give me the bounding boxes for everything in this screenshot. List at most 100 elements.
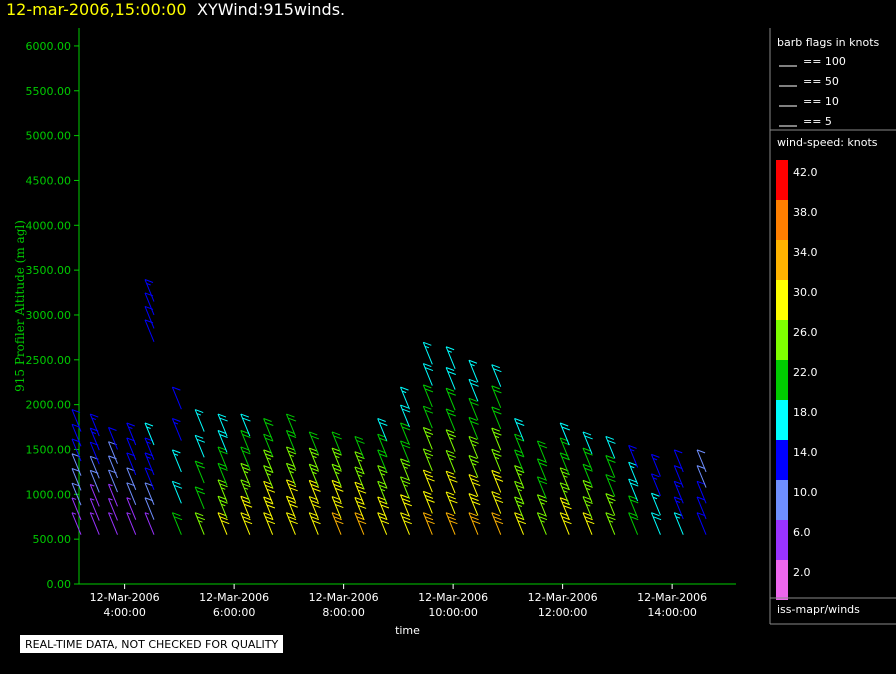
wind-barb: [400, 404, 411, 428]
y-tick-label: 500.00: [33, 533, 72, 546]
barb-flag-5: [357, 459, 363, 462]
barb-flag-10: [586, 520, 595, 525]
barb-flag-10: [561, 426, 570, 431]
barb-flag-10: [356, 516, 365, 521]
barb-flag-10: [401, 516, 411, 521]
barb-staff: [559, 467, 570, 491]
barb-staff: [217, 479, 228, 502]
barb-flag-10: [491, 385, 500, 390]
barb-flag-10: [605, 455, 614, 459]
barb-staff: [71, 424, 82, 447]
barb-flag-10: [468, 474, 478, 479]
barb-flag-10: [242, 417, 251, 422]
barb-flag-10: [333, 516, 342, 521]
speed-legend-label: 10.0: [793, 486, 818, 499]
wind-barb: [217, 495, 228, 519]
barb-staff: [468, 474, 479, 497]
wind-barb: [263, 496, 276, 520]
speed-legend-swatch: [776, 440, 788, 480]
y-tick-label: 1500.00: [26, 443, 72, 456]
wind-barb: [422, 384, 434, 408]
barb-flag-5: [128, 426, 133, 429]
barb-staff: [468, 379, 479, 402]
barb-flag-10: [377, 465, 386, 470]
barb-flag-10: [263, 480, 272, 485]
wind-barb: [468, 416, 479, 440]
wind-barb: [400, 494, 412, 517]
speed-legend-label: 30.0: [793, 286, 818, 299]
barb-flag-5: [90, 498, 95, 501]
wind-barb: [377, 418, 388, 441]
wind-barb: [377, 433, 388, 457]
wind-barb: [491, 448, 502, 472]
barb-staff: [354, 481, 365, 505]
barb-flag-5: [243, 487, 249, 490]
wind-barb: [582, 447, 593, 471]
barb-flag-10: [423, 341, 432, 346]
barb-flag-10: [331, 447, 341, 452]
wind-barb: [217, 446, 228, 470]
barb-flag-5: [472, 443, 477, 447]
barb-staff: [605, 474, 616, 497]
wind-barb: [308, 479, 321, 503]
barb-staff: [422, 427, 433, 450]
wind-barb: [628, 512, 639, 535]
wind-barb: [628, 495, 639, 519]
barb-flag-10: [240, 446, 249, 451]
barb-staff: [445, 471, 456, 494]
barb-staff: [605, 493, 616, 516]
barb-flag-5: [335, 471, 340, 475]
barb-flag-10: [472, 501, 481, 506]
barb-flag-10: [400, 512, 409, 517]
barb-flag-10: [217, 462, 227, 467]
barb-flag-10: [605, 512, 614, 517]
barb-flag-10: [674, 512, 683, 517]
barb-flag-10: [516, 422, 525, 426]
ticks: 0.00 500.00 1000.00 1500.00 2000.00 2500.00 30…: [13, 40, 707, 637]
barb-flag-10: [537, 458, 546, 463]
barb-staff: [194, 486, 205, 510]
wind-barb: [377, 512, 390, 535]
barb-flag-10: [196, 464, 205, 469]
barb-flag-10: [242, 516, 251, 521]
barb-staff: [126, 467, 137, 491]
wind-barb: [126, 497, 137, 520]
barb-staff: [263, 418, 274, 441]
wind-barb: [285, 430, 297, 453]
barb-flag-10: [354, 512, 364, 517]
barb-flag-10: [242, 499, 251, 504]
barb-flag-10: [243, 520, 253, 525]
barb-staff: [650, 493, 661, 516]
barb-flag-10: [468, 512, 478, 517]
barb-flag-10: [400, 458, 409, 463]
wind-barb: [400, 422, 411, 446]
wind-barb: [605, 435, 616, 459]
barb-staff: [696, 465, 707, 488]
barb-flag-10: [445, 367, 455, 371]
barb-flag-10: [426, 498, 435, 503]
barb-legend-label: == 50: [803, 75, 839, 88]
barb-flag-10: [263, 449, 272, 454]
barb-flag-10: [90, 413, 99, 418]
barb-flag-5: [266, 473, 272, 476]
barb-staff: [514, 481, 525, 504]
barb-staff: [144, 422, 155, 446]
barb-staff: [171, 512, 182, 535]
barb-flag-10: [563, 520, 572, 525]
wind-barb: [422, 469, 435, 493]
wind-barb: [263, 512, 276, 535]
barb-flag-10: [403, 502, 412, 507]
barb-flag-10: [400, 440, 409, 445]
barb-staff: [354, 497, 365, 520]
barb-flag-10: [514, 418, 523, 422]
barb-flag-10: [468, 397, 478, 402]
barb-flag-10: [265, 500, 274, 505]
barb-staff: [422, 363, 433, 386]
wind-barb: [628, 478, 639, 502]
barb-flag-10: [516, 437, 525, 442]
barb-staff: [422, 491, 433, 514]
wind-barb: [240, 430, 251, 453]
barb-staff: [126, 437, 137, 461]
wind-barb: [171, 418, 182, 441]
barb-flag-10: [674, 465, 683, 470]
